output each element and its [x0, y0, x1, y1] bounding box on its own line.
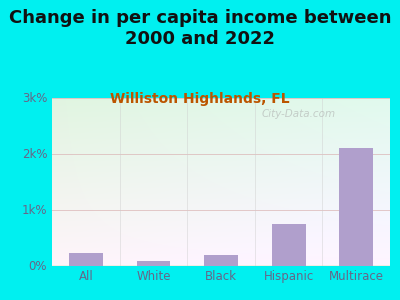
Text: Williston Highlands, FL: Williston Highlands, FL — [110, 92, 290, 106]
Text: City-Data.com: City-Data.com — [262, 109, 336, 119]
Text: Change in per capita income between
2000 and 2022: Change in per capita income between 2000… — [9, 9, 391, 48]
Bar — [69, 253, 103, 266]
Bar — [272, 224, 306, 266]
Bar — [136, 261, 170, 266]
Bar — [339, 148, 373, 266]
Bar — [204, 255, 238, 266]
